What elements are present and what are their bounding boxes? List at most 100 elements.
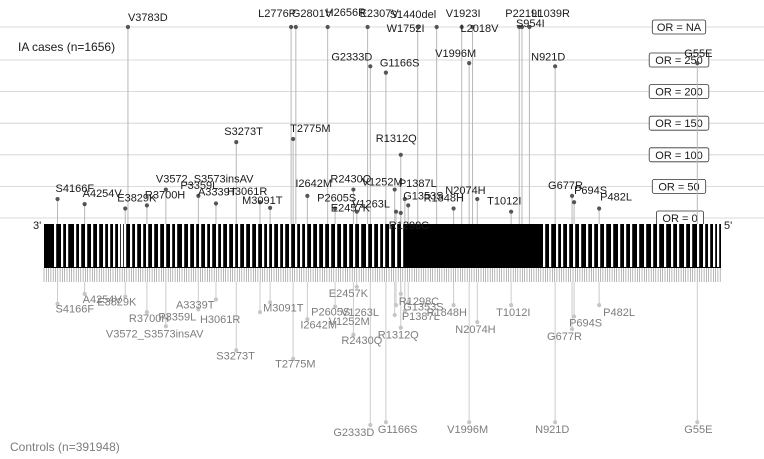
case-point-e2307v: [365, 24, 370, 30]
control-point-p694s: [571, 314, 577, 319]
intron-gap: [317, 224, 320, 267]
case-point-h3061r: [257, 200, 263, 205]
gene-bar: [44, 224, 721, 268]
lollipop-stems: [57, 27, 698, 425]
exon-blocks: [54, 224, 720, 267]
control-label-g2333d: G2333D: [333, 427, 374, 439]
control-label-s3273t: S3273T: [216, 350, 255, 362]
control-point-v1996m: [467, 420, 472, 425]
case-point-n2074h: [475, 196, 480, 202]
intron-gap: [713, 224, 716, 267]
intron-gap: [624, 224, 627, 267]
or-label-box: [651, 19, 707, 35]
intron-gap: [335, 224, 338, 267]
control-label-r2430q: R2430Q: [341, 335, 382, 347]
intron-gap: [238, 224, 241, 267]
case-point-v1996m: [467, 61, 472, 66]
case-label-p2219l: P2219L: [505, 8, 543, 20]
or-label-text: OR = 0: [662, 213, 697, 225]
control-point-p482l: [597, 303, 602, 308]
lollipop-points: [55, 24, 700, 428]
intron-gap: [586, 224, 589, 267]
or-label-text: OR = 250: [655, 55, 702, 67]
intron-gap: [604, 224, 607, 267]
intron-gap: [684, 224, 687, 267]
intron-gap: [216, 224, 219, 267]
intron-gap: [97, 224, 100, 267]
control-label-p2605s: P2605S: [311, 307, 350, 319]
case-point-g677r: [569, 193, 575, 198]
control-label-g1353s: G1353S: [403, 301, 443, 313]
control-point-v3572-s3573insav: [163, 324, 168, 329]
or-label-or-250: OR = 250: [648, 52, 710, 68]
intron-gap: [708, 224, 711, 267]
case-label-s954i: S954I: [516, 18, 545, 30]
intron-gap: [579, 224, 582, 267]
case-label-l1039r: L1039R: [531, 8, 570, 20]
or-label-or-0: OR = 0: [656, 210, 705, 226]
case-point-r3700h: [144, 203, 150, 208]
intron-gap: [278, 224, 281, 267]
intron-gap: [210, 224, 213, 267]
intron-gap: [295, 224, 298, 267]
intron-gap: [66, 224, 69, 267]
intron-gap: [54, 224, 57, 267]
intron-gap: [108, 224, 111, 267]
case-label-r1848h: R1848H: [424, 193, 464, 205]
control-label-v3572-s3573insav: V3572_S3573insAV: [106, 328, 204, 340]
intron-gap: [543, 224, 546, 267]
control-label-m3091t: M3091T: [263, 302, 304, 314]
control-point-t2775m: [291, 356, 296, 361]
intron-gap: [256, 224, 259, 267]
intron-gap: [359, 224, 362, 267]
control-label-t1012i: T1012I: [496, 307, 530, 319]
intron-gap: [141, 224, 144, 267]
intron-gap: [556, 224, 559, 267]
case-point-s3273t: [234, 140, 239, 145]
case-point-p1387l: [402, 196, 407, 202]
intron-gap: [347, 224, 350, 267]
case-point-i2642m: [305, 193, 310, 198]
control-label-a4254v: A4254V: [83, 294, 123, 306]
intron-gap: [250, 224, 253, 267]
intron-gap: [372, 224, 375, 267]
control-label-v1263l: V1263L: [341, 307, 379, 319]
case-label-g1353s: G1353S: [403, 190, 443, 202]
control-point-r2430q: [351, 332, 356, 337]
control-label-g55e: G55E: [684, 424, 712, 436]
intron-gap: [146, 224, 149, 267]
or-scale-labels: OR = NA OR = 250 OR = 200 OR = 150 OR = 100 O…: [648, 19, 710, 226]
case-label-p694s: P694S: [574, 185, 607, 197]
intron-gap: [664, 224, 667, 267]
control-point-g2333d: [368, 422, 373, 428]
intron-gap: [573, 224, 576, 267]
intron-gap: [717, 224, 720, 267]
case-point-t2775m: [291, 136, 296, 142]
intron-gap: [135, 224, 138, 267]
intron-gap: [262, 224, 265, 267]
or-label-text: OR = 150: [655, 118, 702, 130]
case-label-t1012i: T1012I: [487, 196, 521, 208]
intron-gap: [85, 224, 88, 267]
intron-gap: [378, 224, 381, 267]
intron-gap: [598, 224, 601, 267]
control-point-g55e: [695, 420, 700, 425]
case-point-e2457k: [354, 209, 359, 214]
intron-gap: [130, 224, 133, 267]
case-point-v1252m: [392, 187, 397, 192]
case-label-i2642m: I2642M: [295, 178, 332, 190]
or-label-text: OR = 50: [658, 181, 699, 193]
intron-gap: [329, 224, 332, 267]
case-point-r1298c: [398, 210, 403, 216]
case-point-p3359l: [196, 193, 201, 198]
control-point-e3829k: [123, 294, 128, 299]
or-label-box: [648, 52, 710, 68]
gene-track: [43, 224, 721, 282]
or-label-box: [651, 178, 707, 194]
case-label-r2430q: R2430Q: [330, 174, 371, 186]
case-label-m3091t: M3091T: [242, 195, 283, 207]
case-point-g1166s: [383, 70, 388, 75]
control-label-p482l: P482L: [603, 307, 635, 319]
intron-gap: [158, 224, 161, 267]
